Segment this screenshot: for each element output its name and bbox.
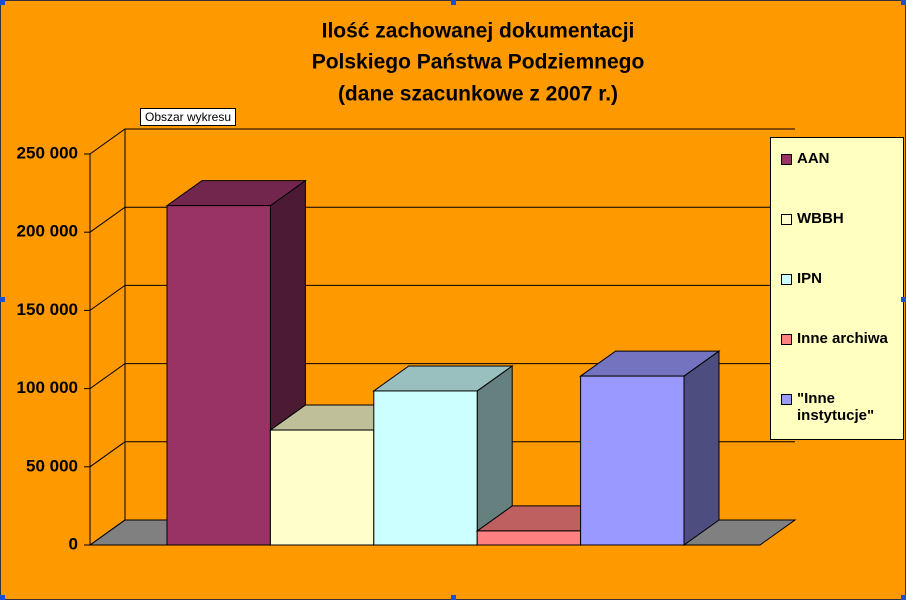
handle[interactable] <box>0 595 5 600</box>
grid-line <box>89 441 795 468</box>
y-tick-label: 100 000 <box>17 378 78 397</box>
y-tick-label: 50 000 <box>26 456 78 475</box>
legend-label: AAN <box>797 150 830 167</box>
legend-label: WBBH <box>797 210 844 227</box>
handle[interactable] <box>451 0 456 5</box>
legend-entry: Inne archiwa <box>781 330 899 347</box>
y-tick-label: 0 <box>69 534 78 553</box>
grid-line <box>89 128 795 155</box>
legend-swatch <box>781 154 792 165</box>
legend-swatch <box>781 334 792 345</box>
legend-swatch <box>781 394 792 405</box>
legend-swatch <box>781 214 792 225</box>
handle[interactable] <box>451 595 456 600</box>
grid-line <box>89 363 795 390</box>
legend-entry: WBBH <box>781 210 899 227</box>
bar <box>580 375 685 546</box>
legend-label: "Inne instytucje" <box>797 390 875 424</box>
legend-entry: "Inne instytucje" <box>781 390 899 424</box>
legend-label: IPN <box>797 270 823 287</box>
handle[interactable] <box>0 297 5 302</box>
grid-line <box>89 206 795 233</box>
bar <box>373 390 478 546</box>
y-tick-label: 200 000 <box>17 222 78 241</box>
bar <box>166 205 271 546</box>
legend-label: Inne archiwa <box>797 330 888 347</box>
y-tick-label: 250 000 <box>17 143 78 162</box>
grid-line <box>89 284 795 311</box>
handle[interactable] <box>901 297 906 302</box>
chart-title: Ilość zachowanej dokumentacji <box>322 20 635 43</box>
bar <box>269 429 375 546</box>
tooltip: Obszar wykresu <box>140 108 237 126</box>
legend-entry: AAN <box>781 150 899 167</box>
bar-side <box>683 350 720 546</box>
y-tick-label: 150 000 <box>17 300 78 319</box>
handle[interactable] <box>901 595 906 600</box>
chart-title: Polskiego Państwa Podziemnego <box>312 51 645 74</box>
legend-entry: IPN <box>781 270 899 287</box>
legend: AAN WBBH IPN Inne archiwa "Inne instytucje" <box>770 137 904 440</box>
bar <box>476 530 582 546</box>
chart-title: (dane szacunkowe z 2007 r.) <box>338 83 618 106</box>
handle[interactable] <box>901 0 906 5</box>
handle[interactable] <box>0 0 5 5</box>
legend-swatch <box>781 274 792 285</box>
